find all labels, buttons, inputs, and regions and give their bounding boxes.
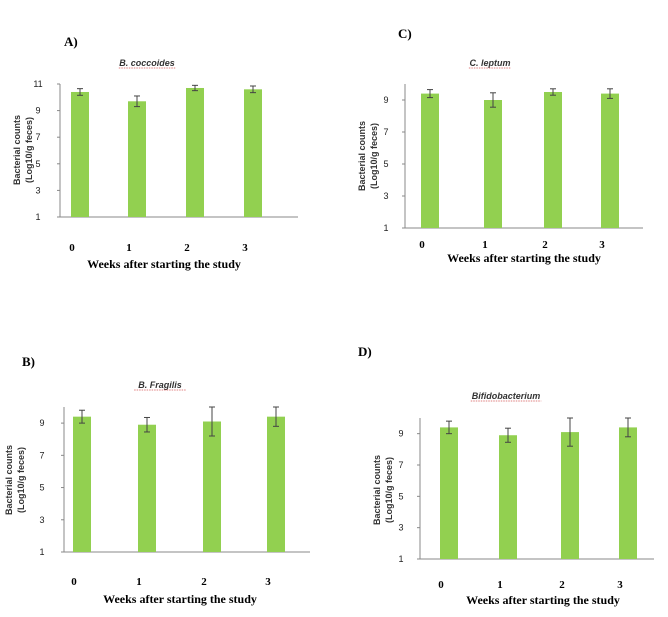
y-tick-label: 7 bbox=[398, 460, 403, 470]
y-tick-label: 9 bbox=[39, 418, 44, 428]
panel-letter: A) bbox=[64, 34, 78, 49]
bar bbox=[71, 91, 89, 217]
y-axis-label-line: Bacterial counts bbox=[372, 455, 382, 525]
y-tick-label: 3 bbox=[398, 523, 403, 533]
x-tick-label: 3 bbox=[599, 239, 605, 251]
x-tick-label: 3 bbox=[265, 576, 271, 588]
x-tick-label: 2 bbox=[559, 579, 565, 591]
y-axis-label-line: (Log10/g feces) bbox=[369, 123, 379, 189]
bar bbox=[138, 424, 156, 552]
bar bbox=[186, 87, 204, 218]
x-tick-label: 0 bbox=[71, 576, 77, 588]
y-tick-label: 7 bbox=[383, 127, 388, 137]
chart-title: Bifidobacterium bbox=[472, 391, 541, 401]
bar bbox=[619, 427, 637, 559]
x-tick-label: 2 bbox=[542, 239, 548, 251]
y-tick-label: 5 bbox=[35, 159, 40, 169]
y-tick-label: 9 bbox=[383, 95, 388, 105]
bar bbox=[73, 416, 91, 552]
bar bbox=[203, 421, 221, 552]
x-tick-label: 1 bbox=[136, 576, 142, 588]
bar bbox=[561, 432, 579, 559]
panel-letter: C) bbox=[398, 26, 412, 41]
chart-panel: B) B. Fragilis 1 3 5 7 9 0 1 2 3 Weeks after starti… bbox=[4, 354, 310, 606]
panel-letter: D) bbox=[358, 344, 372, 359]
y-axis-label-line: (Log10/g feces) bbox=[16, 447, 26, 513]
bar bbox=[499, 435, 517, 559]
bar bbox=[244, 89, 262, 217]
x-tick-label: 0 bbox=[438, 579, 444, 591]
y-tick-label: 3 bbox=[39, 515, 44, 525]
y-tick-label: 3 bbox=[35, 185, 40, 195]
x-tick-label: 0 bbox=[419, 239, 425, 251]
y-tick-label: 1 bbox=[35, 212, 40, 222]
y-axis-label: Bacterial counts (Log10/g feces) bbox=[372, 455, 394, 525]
chart-title: B. Fragilis bbox=[138, 380, 182, 390]
y-tick-label: 1 bbox=[39, 547, 44, 557]
x-axis-label: Weeks after starting the study bbox=[87, 257, 241, 271]
bar bbox=[128, 101, 146, 217]
bar bbox=[484, 100, 502, 228]
y-tick-label: 1 bbox=[398, 554, 403, 564]
x-tick-label: 1 bbox=[497, 579, 503, 591]
bar bbox=[544, 92, 562, 228]
y-axis-label-line: (Log10/g feces) bbox=[24, 117, 34, 183]
y-axis-label: Bacterial counts (Log10/g feces) bbox=[357, 121, 379, 191]
y-tick-label: 5 bbox=[39, 483, 44, 493]
bar bbox=[267, 416, 285, 552]
y-tick-label: 7 bbox=[39, 450, 44, 460]
y-axis-label: Bacterial counts (Log10/g feces) bbox=[12, 115, 34, 185]
y-tick-label: 9 bbox=[398, 429, 403, 439]
x-axis-label: Weeks after starting the study bbox=[447, 251, 601, 265]
chart-title: B. coccoides bbox=[119, 58, 175, 68]
y-tick-label: 11 bbox=[33, 79, 42, 89]
y-tick-label: 7 bbox=[35, 132, 40, 142]
x-tick-label: 0 bbox=[69, 242, 75, 254]
x-tick-label: 1 bbox=[482, 239, 488, 251]
x-tick-label: 2 bbox=[184, 242, 190, 254]
y-tick-label: 3 bbox=[383, 191, 388, 201]
x-tick-label: 2 bbox=[201, 576, 207, 588]
y-tick-label: 1 bbox=[383, 223, 388, 233]
x-tick-label: 3 bbox=[617, 579, 623, 591]
panel-letter: B) bbox=[22, 354, 35, 369]
x-tick-label: 1 bbox=[126, 242, 132, 254]
x-axis-label: Weeks after starting the study bbox=[466, 593, 620, 607]
bar bbox=[440, 427, 458, 559]
y-tick-label: 5 bbox=[383, 159, 388, 169]
x-tick-label: 3 bbox=[242, 242, 248, 254]
x-axis-label: Weeks after starting the study bbox=[103, 592, 257, 606]
bar bbox=[421, 93, 439, 228]
y-tick-label: 9 bbox=[35, 106, 40, 116]
y-axis-label: Bacterial counts (Log10/g feces) bbox=[4, 445, 26, 515]
y-tick-label: 5 bbox=[398, 491, 403, 501]
bar bbox=[601, 93, 619, 228]
chart-title: C. leptum bbox=[469, 58, 510, 68]
y-axis-label-line: Bacterial counts bbox=[12, 115, 22, 185]
y-axis-label-line: Bacterial counts bbox=[357, 121, 367, 191]
chart-panel: D) Bifidobacterium 1 3 5 7 9 0 1 2 3 Weeks after st… bbox=[358, 344, 654, 607]
y-axis-label-line: Bacterial counts bbox=[4, 445, 14, 515]
y-axis-label-line: (Log10/g feces) bbox=[384, 457, 394, 523]
